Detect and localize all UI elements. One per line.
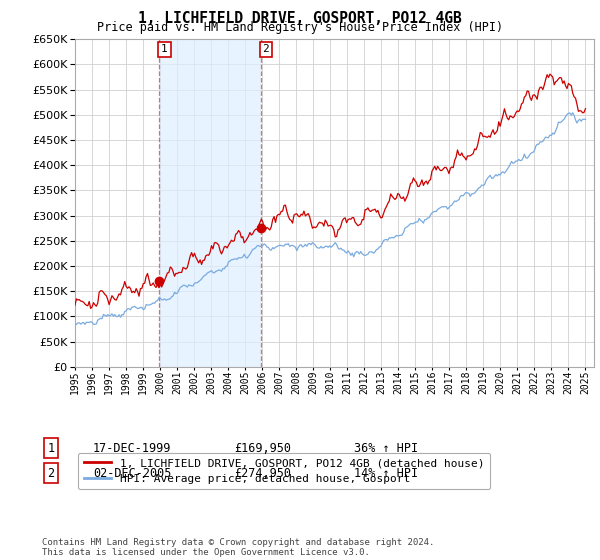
Legend: 1, LICHFIELD DRIVE, GOSPORT, PO12 4GB (detached house), HPI: Average price, deta: 1, LICHFIELD DRIVE, GOSPORT, PO12 4GB (d…: [78, 452, 490, 489]
Text: 2: 2: [47, 466, 55, 480]
Text: Price paid vs. HM Land Registry's House Price Index (HPI): Price paid vs. HM Land Registry's House …: [97, 21, 503, 34]
Text: 14% ↑ HPI: 14% ↑ HPI: [354, 466, 418, 480]
Text: Contains HM Land Registry data © Crown copyright and database right 2024.
This d: Contains HM Land Registry data © Crown c…: [42, 538, 434, 557]
Text: £274,950: £274,950: [234, 466, 291, 480]
Text: 17-DEC-1999: 17-DEC-1999: [93, 441, 172, 455]
Text: 1: 1: [47, 441, 55, 455]
Text: £169,950: £169,950: [234, 441, 291, 455]
Text: 36% ↑ HPI: 36% ↑ HPI: [354, 441, 418, 455]
Text: 2: 2: [263, 44, 269, 54]
Text: 1, LICHFIELD DRIVE, GOSPORT, PO12 4GB: 1, LICHFIELD DRIVE, GOSPORT, PO12 4GB: [138, 11, 462, 26]
Text: 1: 1: [161, 44, 168, 54]
Bar: [160, 39, 261, 367]
Text: 02-DEC-2005: 02-DEC-2005: [93, 466, 172, 480]
